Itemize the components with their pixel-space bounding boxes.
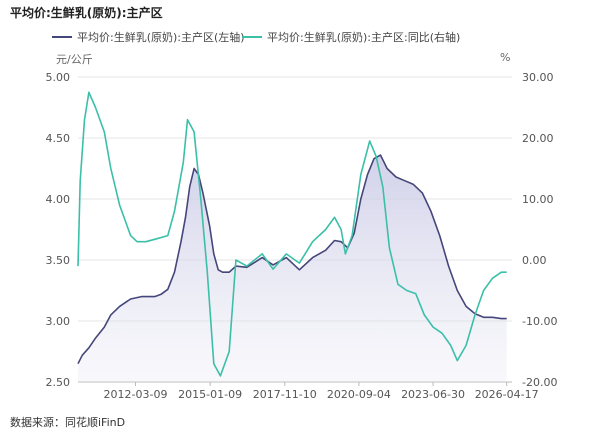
series-line-0 <box>77 154 507 365</box>
left-axis-tick: 5.00 <box>46 71 71 84</box>
legend-label-price: 平均价:生鲜乳(原奶):主产区(左轴) <box>77 31 245 44</box>
right-axis-tick: 20.00 <box>522 132 554 145</box>
legend-item-yoy[interactable]: 平均价:生鲜乳(原奶):主产区:同比(右轴) <box>242 29 460 45</box>
x-axis-tick: 2023-06-30 <box>401 388 465 401</box>
price-area-fill <box>78 155 507 382</box>
legend-swatch-price <box>52 36 72 38</box>
series-line-1 <box>77 91 507 377</box>
right-axis-unit: % <box>500 51 511 64</box>
left-axis-tick: 4.00 <box>46 193 71 206</box>
right-axis-tick: -20.00 <box>522 376 557 389</box>
x-axis-tick: 2017-11-10 <box>253 388 317 401</box>
x-axis-tick: 2012-03-09 <box>104 388 168 401</box>
axis-labels: 5.00 4.50 4.00 3.50 3.00 2.50 30.00 20.00 10.00 0… <box>46 71 558 401</box>
x-axis-tick: 2015-01-09 <box>178 388 242 401</box>
legend-swatch-yoy <box>242 36 262 38</box>
right-axis-tick: 10.00 <box>522 193 554 206</box>
legend-item-price[interactable]: 平均价:生鲜乳(原奶):主产区(左轴) <box>52 29 245 45</box>
right-axis-tick: 0.00 <box>522 254 547 267</box>
series-area-0 <box>78 155 507 382</box>
legend: 平均价:生鲜乳(原奶):主产区(左轴) 平均价:生鲜乳(原奶):主产区:同比(右… <box>0 29 600 47</box>
right-axis-tick: 30.00 <box>522 71 554 84</box>
data-source: 数据来源：同花顺iFinD <box>10 416 126 429</box>
left-axis-tick: 4.50 <box>46 132 71 145</box>
left-axis-tick: 2.50 <box>46 376 71 389</box>
left-axis-tick: 3.00 <box>46 315 71 328</box>
right-axis-tick: -10.00 <box>522 315 557 328</box>
series-lines <box>77 91 507 377</box>
x-axis-tick: 2020-09-04 <box>327 388 391 401</box>
legend-label-yoy: 平均价:生鲜乳(原奶):主产区:同比(右轴) <box>267 31 461 44</box>
chart-title: 平均价:生鲜乳(原奶):主产区 <box>10 6 163 20</box>
x-axis-tick: 2026-04-17 <box>475 388 539 401</box>
left-axis-tick: 3.50 <box>46 254 71 267</box>
left-axis-unit: 元/公斤 <box>56 53 93 66</box>
